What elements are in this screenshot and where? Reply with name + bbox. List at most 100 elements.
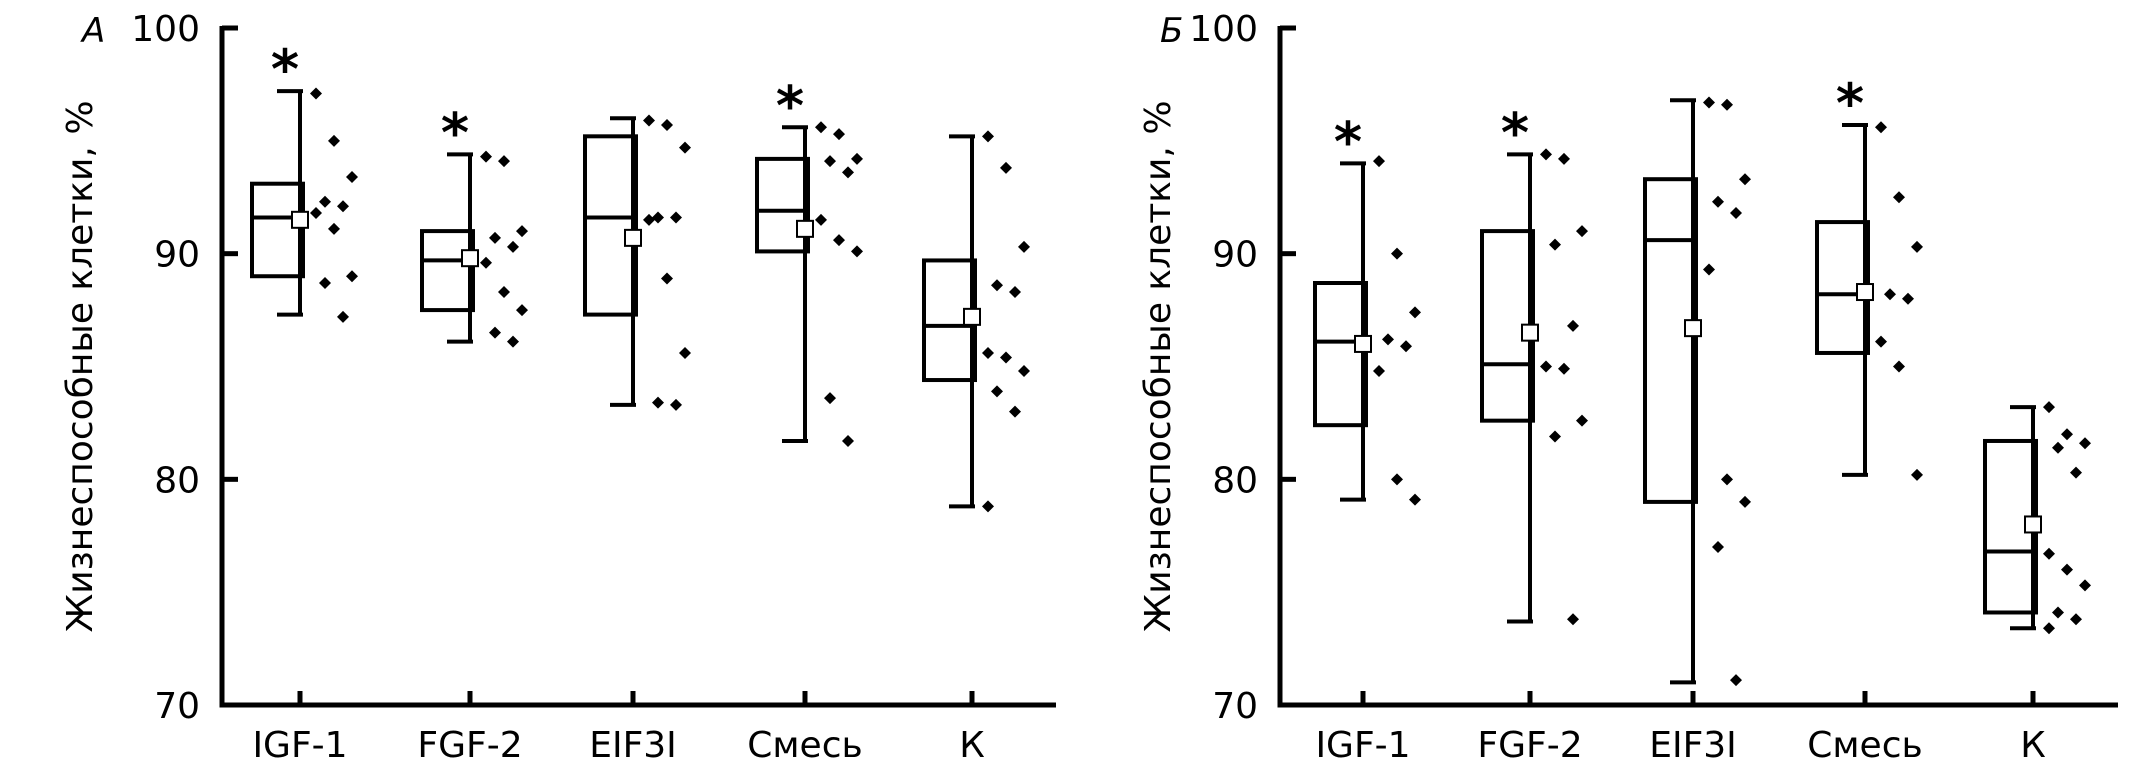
data-point: [1540, 148, 1552, 161]
category-label: FGF-2: [1477, 725, 1582, 766]
category-label: IGF-1: [1315, 725, 1410, 766]
data-point: [670, 211, 682, 224]
mean-marker: [963, 307, 981, 326]
iqr-box: [583, 134, 638, 317]
data-point: [842, 166, 854, 179]
data-point: [328, 222, 340, 235]
data-point: [1373, 155, 1385, 168]
data-point: [1576, 414, 1588, 427]
y-tick-label: 100: [131, 9, 200, 50]
data-point: [1009, 286, 1021, 299]
data-point: [346, 270, 358, 283]
data-point: [2070, 466, 2082, 479]
data-point: [833, 234, 845, 247]
significance-star: *: [271, 38, 299, 101]
data-point: [1703, 96, 1715, 109]
data-point: [982, 346, 994, 359]
data-point: [851, 152, 863, 165]
data-point: [1540, 360, 1552, 373]
data-point: [1893, 191, 1905, 204]
category-label: К: [2020, 725, 2046, 766]
data-point: [1409, 493, 1421, 506]
data-point: [328, 134, 340, 147]
data-point: [319, 195, 331, 208]
significance-star: *: [441, 101, 469, 164]
data-point: [643, 213, 655, 226]
data-point: [1382, 333, 1394, 346]
data-point: [991, 385, 1003, 398]
data-point: [498, 155, 510, 168]
box-group-3: EIF3I: [583, 114, 691, 766]
box-group-4: Смесь *: [747, 74, 863, 766]
data-point: [1558, 152, 1570, 165]
y-axis-label: Жизнеспособные клетки, %: [60, 100, 101, 632]
data-point: [346, 170, 358, 183]
data-point: [480, 150, 492, 163]
category-label: EIF3I: [1649, 725, 1737, 766]
iqr-box: [755, 156, 810, 254]
data-point: [1875, 121, 1887, 134]
mean-marker: [624, 228, 642, 247]
data-point: [1721, 98, 1733, 111]
category-label: Смесь: [747, 725, 862, 766]
panel-letter: А: [80, 11, 105, 51]
data-point: [516, 225, 528, 238]
data-point: [310, 207, 322, 220]
data-point: [1911, 468, 1923, 481]
panel-letter: Б: [1160, 11, 1183, 51]
data-point: [1721, 473, 1733, 486]
data-point: [337, 200, 349, 213]
data-point: [661, 272, 673, 285]
box-group-1: IGF-1 *: [250, 38, 358, 766]
data-point: [670, 398, 682, 411]
data-point: [652, 396, 664, 409]
data-point: [2079, 437, 2091, 450]
y-tick-label: 80: [154, 460, 200, 501]
box-group-2: FGF-2 *: [1477, 101, 1588, 766]
y-tick-label: 100: [1189, 9, 1258, 50]
data-point: [1712, 541, 1724, 554]
data-point: [1739, 173, 1751, 186]
data-point: [1400, 340, 1412, 353]
data-point: [2043, 401, 2055, 414]
data-point: [1712, 195, 1724, 208]
data-point: [982, 130, 994, 143]
significance-star: *: [1501, 101, 1529, 164]
data-point: [1018, 365, 1030, 378]
data-point: [507, 335, 519, 348]
significance-star: *: [1334, 110, 1362, 173]
y-axis-label: Жизнеспособные клетки, %: [1138, 100, 1179, 632]
data-point: [815, 121, 827, 134]
data-point: [2052, 441, 2064, 454]
data-point: [1739, 495, 1751, 508]
category-label: EIF3I: [589, 725, 677, 766]
mean-marker: [2024, 515, 2042, 534]
iqr-box: [1313, 281, 1368, 428]
iqr-box: [420, 229, 475, 313]
data-point: [1875, 335, 1887, 348]
y-tick-label: 80: [1212, 460, 1258, 501]
data-point: [2070, 613, 2082, 626]
mean-marker: [1684, 319, 1702, 338]
mean-marker: [796, 219, 814, 238]
chart-panel-1: 70 80 90 100 Жизнеспособные клетки, % А IGF-1 *…: [60, 9, 1056, 766]
y-tick-label: 70: [154, 686, 200, 727]
data-point: [319, 277, 331, 290]
data-point: [851, 245, 863, 258]
data-point: [643, 114, 655, 127]
data-point: [1000, 161, 1012, 174]
data-point: [824, 392, 836, 405]
data-point: [1567, 319, 1579, 332]
chart-panel-2: 70 80 90 100 Жизнеспособные клетки, % Б IGF-1 *…: [1138, 9, 2118, 766]
box-group-3: EIF3I: [1643, 96, 1751, 766]
data-point: [1409, 306, 1421, 319]
significance-star: *: [776, 74, 804, 137]
data-point: [2043, 547, 2055, 560]
y-tick-label: 90: [1212, 235, 1258, 276]
y-tick-label: 70: [1212, 686, 1258, 727]
category-label: Смесь: [1807, 725, 1922, 766]
data-point: [1730, 207, 1742, 220]
data-point: [1703, 263, 1715, 276]
data-point: [1549, 238, 1561, 251]
